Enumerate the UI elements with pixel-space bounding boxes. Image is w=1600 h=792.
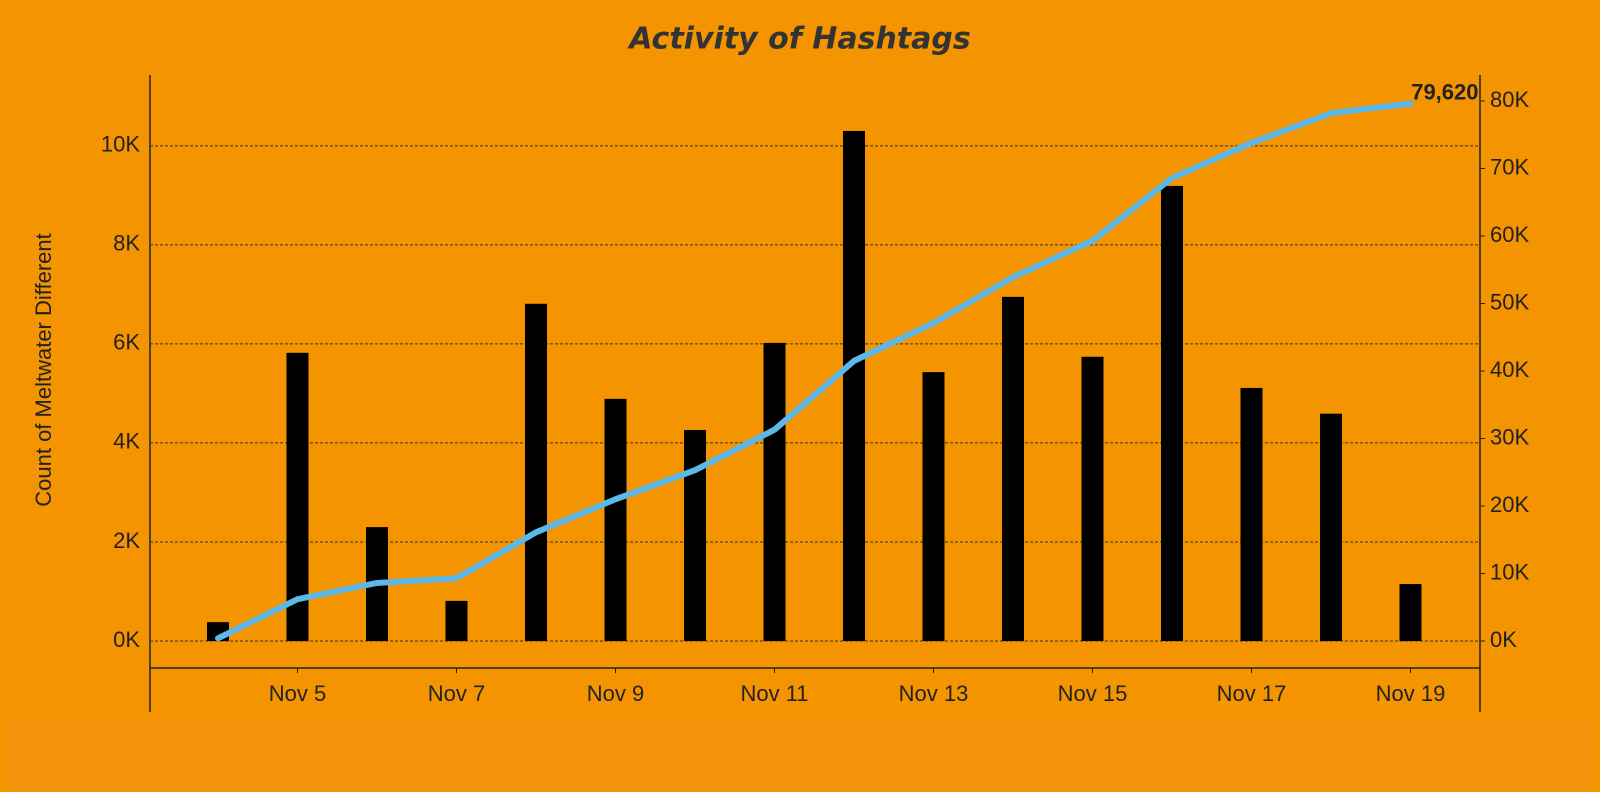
bar xyxy=(1002,296,1024,642)
bar xyxy=(922,372,945,642)
bar xyxy=(843,130,865,642)
x-tick-label: Nov 19 xyxy=(1376,681,1446,706)
bar xyxy=(445,600,468,642)
bar xyxy=(1240,387,1263,642)
y2-tick-label: 60K xyxy=(1490,222,1529,247)
x-tick-label: Nov 11 xyxy=(740,681,808,706)
y2-tick-label: 70K xyxy=(1490,154,1529,179)
y2-tick-label: 20K xyxy=(1490,492,1529,517)
y-tick-label: 0K xyxy=(113,627,140,652)
bar xyxy=(604,398,627,642)
y2-tick-label: 30K xyxy=(1490,424,1529,449)
x-tick-label: Nov 15 xyxy=(1058,681,1128,706)
bar xyxy=(525,303,547,642)
y-tick-label: 2K xyxy=(113,528,140,553)
data-label: 79,620 xyxy=(1411,79,1478,104)
footer-band xyxy=(10,722,1590,792)
x-tick-label: Nov 13 xyxy=(899,681,969,706)
y-axis-label: Count of Meltwater Different xyxy=(31,233,56,507)
x-tick-label: Nov 17 xyxy=(1217,681,1287,706)
bar xyxy=(286,352,309,642)
y2-tick-label: 80K xyxy=(1490,87,1529,112)
y-tick-label: 8K xyxy=(113,231,140,256)
bar xyxy=(763,342,786,642)
y2-tick-label: 10K xyxy=(1490,559,1529,584)
x-tick-label: Nov 5 xyxy=(269,681,326,706)
y2-tick-label: 50K xyxy=(1490,289,1529,314)
y-tick-label: 6K xyxy=(113,330,140,355)
x-tick-label: Nov 9 xyxy=(587,681,644,706)
line xyxy=(215,100,1414,642)
y-tick-label: 4K xyxy=(113,429,140,454)
bar xyxy=(1399,584,1422,642)
y2-tick-label: 40K xyxy=(1490,357,1529,382)
bar xyxy=(1081,356,1104,642)
bar xyxy=(1161,185,1183,642)
bar xyxy=(684,430,706,642)
bar xyxy=(1320,413,1342,642)
y2-tick-label: 0K xyxy=(1490,627,1517,652)
y-tick-label: 10K xyxy=(101,132,140,157)
x-tick-label: Nov 7 xyxy=(428,681,485,706)
chart-title: Activity of Hashtags xyxy=(627,22,970,57)
